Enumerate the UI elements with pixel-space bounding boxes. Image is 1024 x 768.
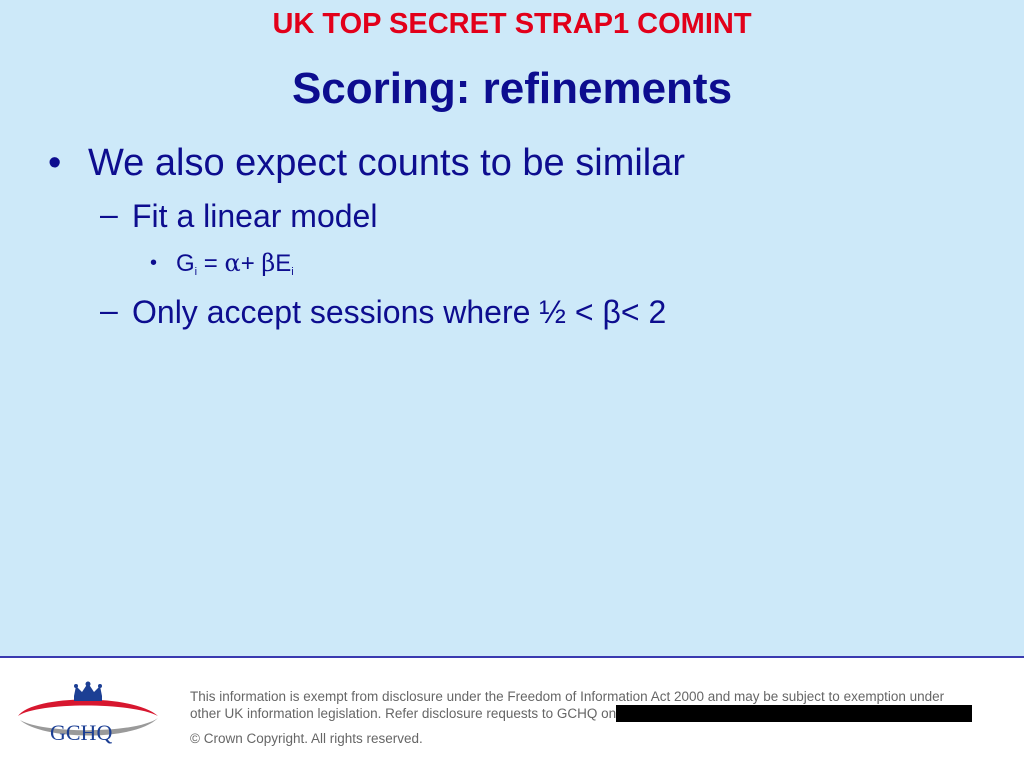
legal-line: This information is exempt from disclosu… [190,689,945,704]
legal-notice: This information is exempt from disclosu… [190,688,1010,722]
bullet-marker: • [150,252,158,274]
gchq-logo: GCHQ [18,681,158,745]
sub-bullet-text: Fit a linear model [132,198,378,234]
linear-model-equation: Gi = α+ βEi [176,249,294,278]
bullet-marker: • [48,142,62,184]
footer-divider [0,656,1024,658]
dash-marker: – [100,292,118,328]
dash-marker: – [100,196,118,232]
classification-banner: UK TOP SECRET STRAP1 COMINT [272,8,752,40]
bullet-text: We also expect counts to be similar [88,142,686,184]
copyright-notice: © Crown Copyright. All rights reserved. [190,731,423,746]
svg-text:GCHQ: GCHQ [50,720,112,745]
slide-title: Scoring: refinements [291,64,733,113]
legal-line: other UK information legislation. Refer … [190,705,1010,722]
sub-bullet-text: Only accept sessions where ½ < β< 2 [132,294,667,330]
redaction-bar [616,705,973,722]
